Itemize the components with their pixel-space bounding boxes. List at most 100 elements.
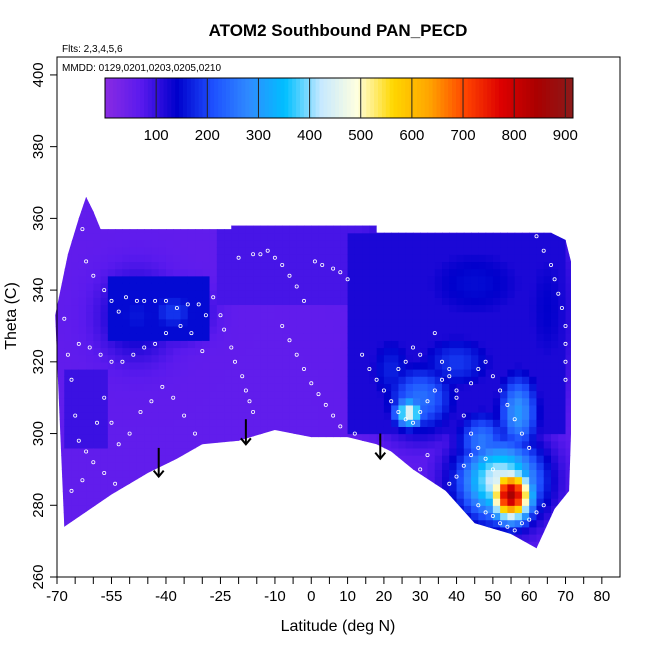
heat-cell <box>449 183 457 191</box>
heat-cell <box>216 333 225 341</box>
heat-cell <box>463 469 472 478</box>
heat-cell <box>181 183 189 191</box>
heat-cell <box>471 390 479 399</box>
heat-cell <box>471 232 479 241</box>
observation-point <box>65 352 70 357</box>
heat-cell <box>412 390 421 399</box>
heat-cell <box>354 204 363 212</box>
heat-cell <box>420 261 429 270</box>
heat-cell <box>391 419 400 427</box>
heat-cell <box>485 340 494 349</box>
heat-cell <box>405 318 414 327</box>
heat-cell <box>216 361 225 370</box>
colorbar-segment <box>116 78 122 118</box>
heat-cell <box>442 383 450 392</box>
observation-point <box>454 395 459 400</box>
heat-cell <box>122 455 131 463</box>
heat-cell <box>224 390 232 399</box>
heat-cell <box>260 268 269 277</box>
heat-cell <box>420 533 429 542</box>
heat-cell <box>224 483 232 492</box>
heat-cell <box>253 426 261 435</box>
heat-cell <box>500 440 508 449</box>
heat-cell <box>253 433 261 442</box>
heat-cell <box>391 333 400 341</box>
heat-cell <box>412 404 421 413</box>
heat-cell <box>238 505 247 514</box>
heat-cell <box>158 261 167 270</box>
heat-cell <box>507 282 516 291</box>
heat-cell <box>391 282 400 291</box>
heat-cell <box>158 433 167 442</box>
heat-cell <box>304 548 312 556</box>
heat-cell <box>78 447 87 456</box>
heat-cell <box>55 426 58 435</box>
heat-cell <box>347 318 356 327</box>
heat-cell <box>478 211 487 219</box>
heat-cell <box>115 404 123 413</box>
heat-cell <box>398 469 407 478</box>
heat-cell <box>311 476 320 485</box>
heat-cell <box>151 311 160 320</box>
heat-cell <box>209 318 218 327</box>
heat-cell <box>550 247 559 255</box>
heat-cell <box>398 383 407 392</box>
heat-cell <box>347 404 356 413</box>
heat-cell <box>173 297 182 306</box>
heat-cell <box>86 239 94 248</box>
heat-cell <box>274 204 283 212</box>
heat-cell <box>79 183 87 191</box>
heat-cell <box>405 419 414 427</box>
heat-cell <box>100 196 109 198</box>
heat-cell <box>573 398 581 406</box>
heat-cell <box>55 505 58 514</box>
heat-cell <box>107 290 116 298</box>
heat-cell <box>195 369 203 377</box>
heat-cell <box>492 476 501 485</box>
heat-cell <box>165 354 174 363</box>
heat-cell <box>434 505 443 514</box>
heat-cell <box>347 311 356 320</box>
observation-point <box>403 417 408 422</box>
heat-cell <box>129 483 138 492</box>
heat-cell <box>238 361 247 370</box>
heat-cell <box>180 218 189 227</box>
heat-cell <box>202 204 211 212</box>
heat-cell <box>471 340 479 349</box>
heat-cell <box>282 440 291 449</box>
heat-cell <box>456 369 465 377</box>
heat-cell <box>216 325 225 334</box>
heat-cell <box>115 347 123 356</box>
heat-cell <box>565 533 571 542</box>
heat-cell <box>536 304 545 313</box>
heat-cell <box>464 548 472 556</box>
heat-cell <box>239 183 247 191</box>
heat-cell <box>253 390 261 399</box>
heat-cell <box>412 498 421 506</box>
heat-cell <box>383 232 392 241</box>
heat-cell <box>529 447 538 456</box>
heat-cell <box>274 282 283 291</box>
heat-cell <box>311 275 320 284</box>
heat-cell <box>383 196 392 205</box>
heat-cell <box>311 211 320 219</box>
heat-cell <box>144 483 153 492</box>
heat-cell <box>507 533 516 542</box>
heat-cell <box>289 390 298 399</box>
heat-cell <box>195 476 203 485</box>
heat-cell <box>71 325 80 334</box>
heat-cell <box>136 304 145 313</box>
heat-cell <box>369 333 378 341</box>
colorbar-segment <box>397 78 402 118</box>
heat-cell <box>86 232 94 241</box>
heat-cell <box>202 340 211 349</box>
colorbar-segment <box>483 78 488 118</box>
heat-cell <box>144 541 153 549</box>
heat-cell <box>224 239 232 248</box>
heat-cell <box>86 361 94 370</box>
heat-cell <box>303 541 312 549</box>
heat-cell <box>311 498 320 506</box>
heat-cell <box>282 239 291 248</box>
heat-cell <box>216 505 225 514</box>
